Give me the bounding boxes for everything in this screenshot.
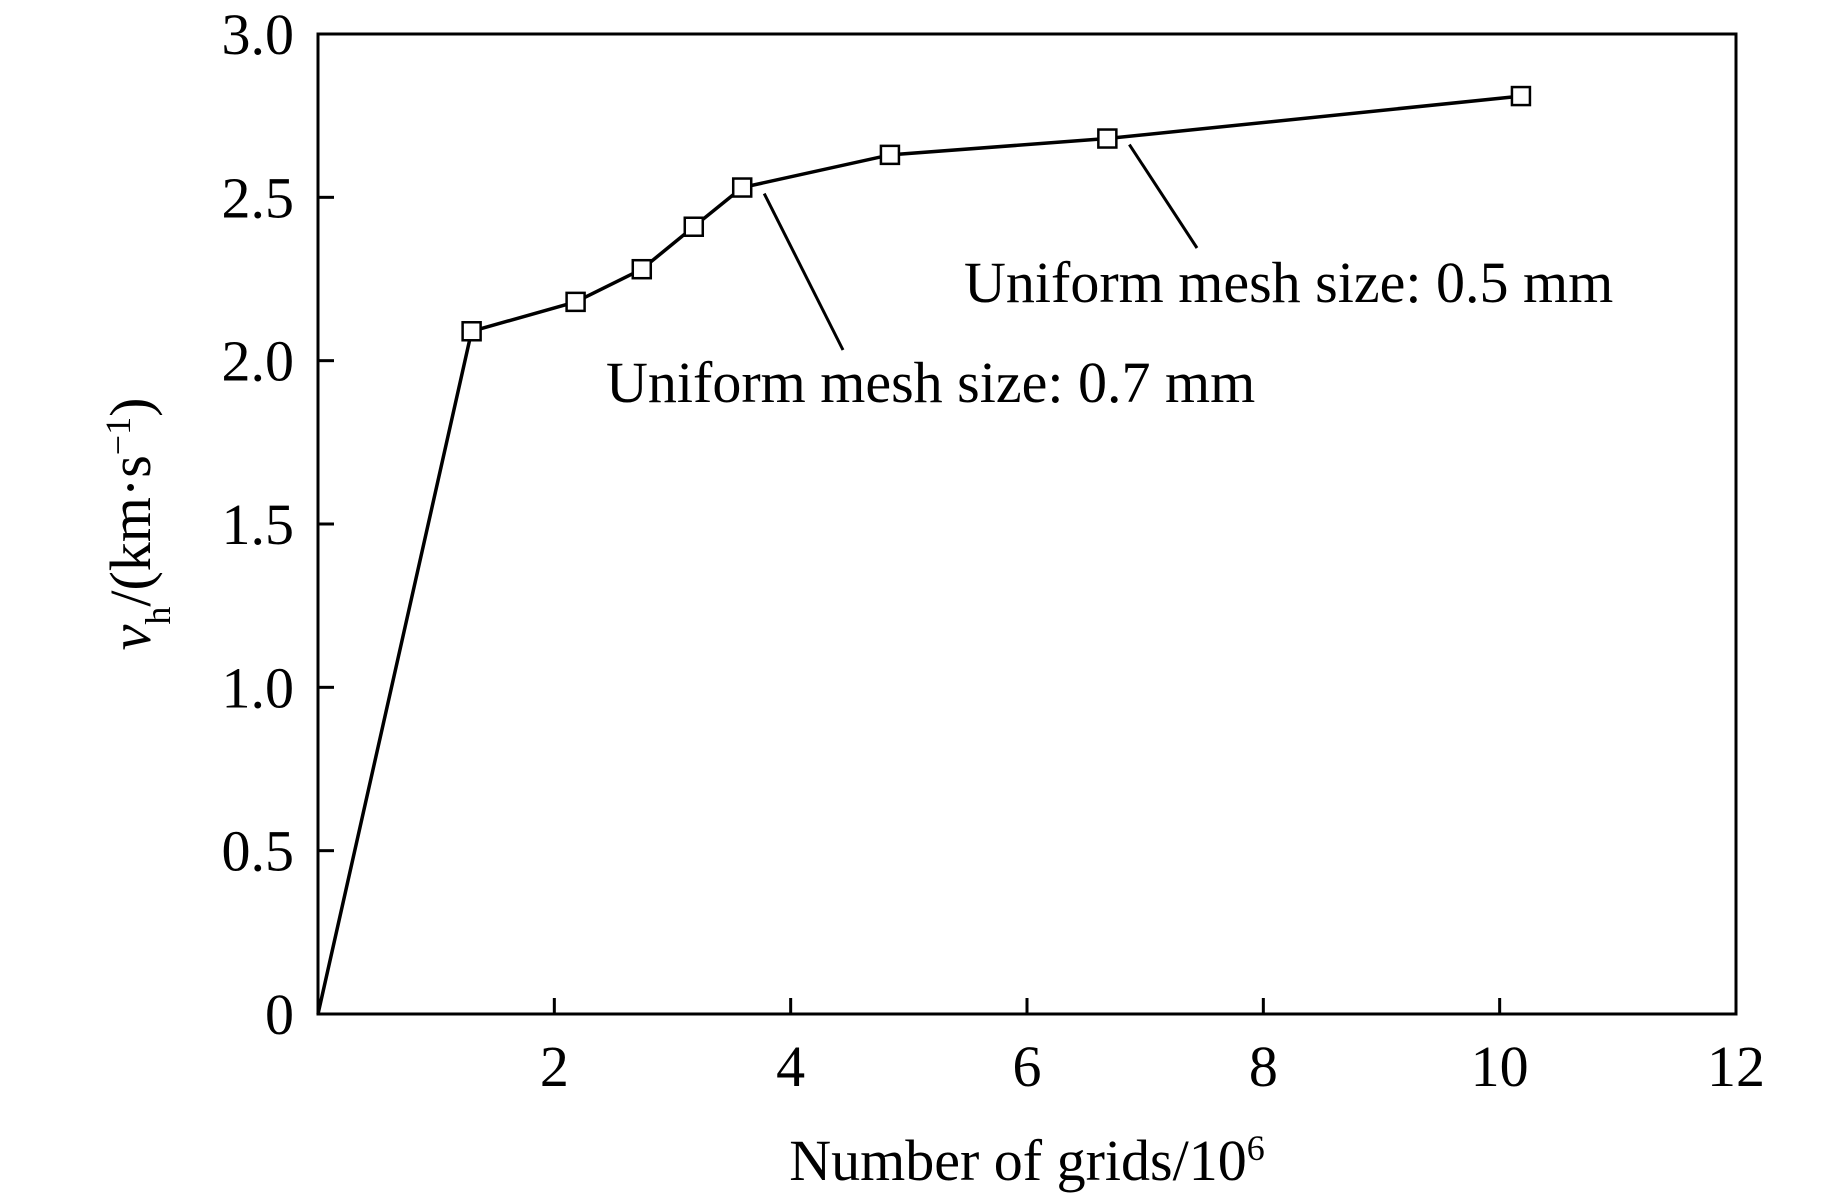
y-tick-label: 3.0 xyxy=(222,2,295,67)
data-point-marker xyxy=(879,144,901,166)
y-tick-label: 2.5 xyxy=(222,165,295,230)
data-point-marker xyxy=(631,258,653,280)
y-axis-label: vh/(km·s−1) xyxy=(98,398,178,651)
annotation-leader-line xyxy=(1128,143,1199,249)
x-axis-label: Number of grids/106 xyxy=(789,1128,1265,1193)
x-tick-label: 6 xyxy=(1013,1034,1042,1099)
data-point-marker xyxy=(683,216,705,237)
data-point-marker xyxy=(731,177,753,198)
data-point-marker xyxy=(1097,128,1118,149)
y-tick-label: 0.5 xyxy=(222,819,295,884)
data-point-marker xyxy=(565,291,586,313)
x-tick-label: 8 xyxy=(1249,1034,1278,1099)
data-point-marker xyxy=(1510,85,1532,107)
annotation-label: Uniform mesh size: 0.7 mm xyxy=(606,350,1255,415)
annotations: Uniform mesh size: 0.7 mm Uniform mesh si… xyxy=(606,143,1613,415)
x-tick-label: 10 xyxy=(1471,1034,1529,1099)
series-line xyxy=(316,94,1522,1015)
x-tick-label: 2 xyxy=(540,1034,569,1099)
y-axis-ticks: 0 0.5 1.0 1.5 2.0 2.5 3.0 xyxy=(222,2,334,1047)
x-tick-label: 4 xyxy=(776,1034,805,1099)
y-tick-label: 1.5 xyxy=(222,492,295,557)
data-point-marker xyxy=(461,321,482,342)
annotation-label: Uniform mesh size: 0.5 mm xyxy=(964,250,1613,315)
x-axis-ticks: 2 4 6 8 10 12 xyxy=(540,998,1765,1099)
annotation-leader-line xyxy=(762,192,845,351)
y-tick-label: 2.0 xyxy=(222,329,295,394)
y-tick-label: 0 xyxy=(265,982,294,1047)
x-tick-label: 12 xyxy=(1707,1034,1765,1099)
series-group xyxy=(316,85,1532,1015)
plot-frame xyxy=(316,32,1738,1016)
y-tick-label: 1.0 xyxy=(222,655,295,720)
